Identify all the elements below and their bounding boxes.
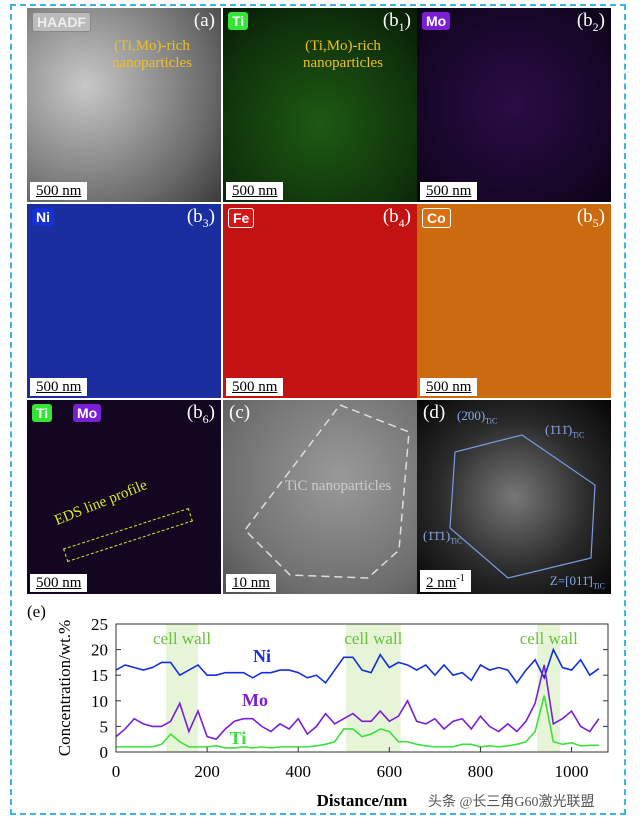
cell-wall-label: cell wall [520, 629, 578, 648]
cell-wall-label: cell wall [153, 629, 211, 648]
panel-label: (b1) [382, 10, 411, 34]
x-tick-label: 0 [112, 762, 121, 781]
x-axis-label: Distance/nm [317, 791, 408, 810]
y-tick-label: 25 [91, 615, 108, 634]
panel-label-e: (e) [27, 602, 46, 621]
y-axis-label: Concentration/wt.% [55, 620, 74, 756]
panel-c-hrtem: (c) TiC nanoparticles 10 nm [223, 400, 417, 594]
series-line-ti [116, 695, 599, 749]
panel-b5-co: Co (b5) 500 nm [417, 204, 611, 398]
panel-tag: HAADF [32, 12, 91, 32]
series-line-mo [115, 664, 600, 741]
spot-label-200: (2̄00)TiC [457, 408, 498, 426]
x-tick-label: 200 [194, 762, 220, 781]
annotation: TiC nanoparticles [284, 478, 392, 494]
panel-tag: Co [422, 208, 451, 228]
scale-bar: 500 nm [226, 378, 284, 396]
cell-wall-band [166, 624, 198, 752]
panel-label: (b3) [186, 206, 215, 230]
scale-bar: 500 nm [30, 574, 88, 592]
spot-label-111a: (1̄11̄)TiC [545, 422, 585, 440]
plot-frame [115, 623, 609, 753]
dashed-frame [10, 4, 626, 815]
panel-b6-ti-mo: Ti Mo (b6) EDS line profile 500 nm [27, 400, 221, 594]
scale-bar: 10 nm [226, 574, 276, 592]
panel-label: (b5) [576, 206, 605, 230]
panel-tag: Ni [32, 208, 54, 226]
panel-label: (b2) [576, 10, 605, 34]
series-label-ni: Ni [253, 646, 271, 666]
scale-bar: 500 nm [420, 378, 478, 396]
scale-bar: 500 nm [226, 182, 284, 200]
spot-label-111b: (1̄1̄1)TiC [423, 528, 463, 546]
watermark: 头条 @长三角G60激光联盟 [428, 793, 595, 810]
panel-d-fft: (d) (2̄00)TiC (1̄11̄)TiC (1̄1̄1)TiC Z=[0… [417, 400, 611, 594]
panel-label: (d) [423, 402, 446, 423]
panel-b4-fe: Fe (b4) 500 nm [223, 204, 417, 398]
panel-label: (c) [229, 402, 251, 423]
scale-bar: 500 nm [30, 182, 88, 200]
panel-b3-ni: Ni (b3) 500 nm [27, 204, 221, 398]
panel-b1-ti: Ti (b1) (Ti,Mo)-rich nanoparticles 500 n… [223, 8, 417, 202]
panel-b2-mo: Mo (b2) 500 nm [417, 8, 611, 202]
panel-tag: Ti [228, 12, 249, 30]
y-tick-label: 0 [100, 743, 109, 762]
scale-bar: 500 nm [420, 182, 478, 200]
panel-label: (a) [193, 10, 215, 31]
x-tick-label: 600 [377, 762, 403, 781]
panel-a-haadf: HAADF (a) (Ti,Mo)-rich nanoparticles 500… [27, 8, 221, 202]
y-tick-label: 15 [91, 666, 108, 685]
panel-tag: Mo [422, 12, 451, 30]
panel-label: (b4) [382, 206, 411, 230]
y-tick-label: 5 [100, 717, 109, 736]
x-tick-label: 1000 [555, 762, 589, 781]
diffraction-hexagon [449, 434, 596, 579]
x-tick-label: 800 [468, 762, 494, 781]
cell-wall-label: cell wall [344, 629, 402, 648]
particle-outline [244, 404, 410, 579]
scale-bar: 2 nm-1 [420, 570, 471, 592]
x-tick-label: 400 [285, 762, 311, 781]
series-line-ni [115, 647, 600, 685]
scale-bar: 500 nm [30, 378, 88, 396]
cell-wall-band [537, 624, 561, 752]
y-tick-label: 20 [91, 641, 108, 660]
series-label-ti: Ti [230, 728, 247, 748]
panel-label: (b6) [186, 402, 215, 426]
series-label-mo: Mo [242, 690, 268, 710]
annotation: (Ti,Mo)-rich nanoparticles [303, 38, 383, 71]
panel-tag-mo: Mo [73, 404, 102, 422]
annotation: (Ti,Mo)-rich nanoparticles [112, 38, 192, 71]
y-tick-label: 10 [91, 692, 108, 711]
zone-axis: Z=[011̄]TiC [549, 573, 605, 591]
panel-tag: Fe [228, 208, 255, 228]
panel-tag-ti: Ti [32, 404, 53, 422]
